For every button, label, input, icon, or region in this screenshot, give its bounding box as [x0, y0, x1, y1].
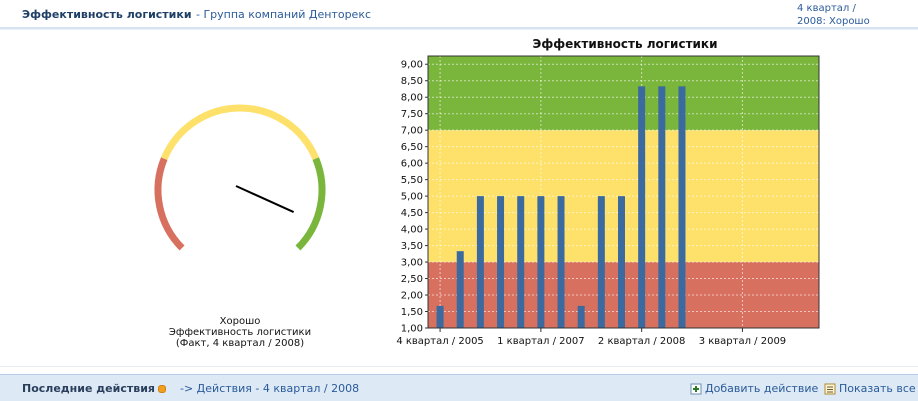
x-tick-label: 2 квартал / 2008 [598, 336, 685, 347]
actions-link[interactable]: -> Действия - 4 квартал / 2008 [180, 382, 360, 395]
gauge-zone-good [295, 157, 326, 251]
show-all-label: Показать все [839, 382, 916, 395]
y-tick-label: 6,50 [401, 142, 423, 153]
gauge-metric-label: Эффективность логистики [168, 327, 312, 338]
gauge-caption: Хорошо Эффективность логистики (Факт, 4 … [140, 316, 340, 349]
bar [517, 196, 525, 328]
y-tick-label: 4,50 [401, 208, 423, 219]
x-tick-label: 3 квартал / 2009 [699, 336, 786, 347]
gauge-status-label: Хорошо [219, 316, 261, 327]
gauge-fact-label: (Факт, 4 квартал / 2008) [175, 338, 305, 349]
recent-actions-label: Последние действия [22, 382, 155, 395]
recent-actions-bar: Последние действия -> Действия - 4 кварт… [0, 374, 918, 401]
period-line-1: 4 квартал / [797, 3, 856, 14]
bar [557, 196, 565, 328]
add-icon [690, 383, 702, 394]
list-icon [824, 383, 836, 394]
footer-separator [0, 366, 918, 367]
y-tick-label: 8,50 [401, 76, 423, 87]
y-tick-label: 5,50 [401, 175, 423, 186]
y-tick-label: 6,00 [401, 159, 423, 170]
bar [456, 251, 464, 328]
x-tick-label: 1 квартал / 2007 [497, 336, 584, 347]
company-subtitle: - Группа компаний Денторекс [196, 8, 372, 21]
page-title: Эффективность логистики [22, 8, 192, 21]
bar [497, 196, 505, 328]
bar [597, 196, 605, 328]
y-tick-label: 9,00 [401, 60, 423, 71]
add-action-label: Добавить действие [705, 382, 819, 395]
y-tick-label: 1,50 [401, 307, 423, 318]
add-action-button[interactable]: Добавить действие [690, 382, 818, 395]
y-tick-label: 7,50 [401, 109, 423, 120]
bar [618, 196, 625, 328]
y-tick-label: 3,50 [401, 241, 423, 252]
y-tick-label: 4,00 [401, 225, 423, 236]
chart-title: Эффективность логистики [532, 37, 718, 51]
gauge-zone-neutral [161, 104, 319, 160]
bar [436, 305, 444, 328]
bar [537, 196, 545, 328]
bullet-icon [158, 385, 166, 393]
gauge-needle [235, 185, 295, 214]
header-divider [0, 29, 918, 30]
gauge-zone-bad [154, 157, 185, 251]
bar [678, 86, 686, 328]
bar-chart: Эффективность логистики 1,00 1,50 2,00 2,50… [385, 30, 825, 360]
y-tick-label: 8,00 [401, 93, 423, 104]
bar [476, 196, 484, 328]
page-header: Эффективность логистики - Группа компани… [0, 0, 918, 29]
y-tick-label: 1,00 [401, 324, 423, 335]
x-tick-label: 4 квартал / 2005 [396, 336, 483, 347]
period-line-2: 2008: Хорошо [797, 16, 870, 27]
chart-svg: 1,00 1,50 2,00 2,50 3,00 3,50 4,00 4,50 5,00 5,50… [396, 55, 820, 347]
gauge [140, 100, 340, 270]
bar [638, 86, 646, 328]
show-all-button[interactable]: Показать все [824, 382, 916, 395]
y-tick-label: 2,00 [401, 291, 423, 302]
chart-band-2 [428, 56, 819, 131]
y-tick-label: 2,50 [401, 274, 423, 285]
gauge-svg [154, 104, 326, 251]
period-status-link[interactable]: 4 квартал / 2008: Хорошо [797, 2, 887, 28]
y-tick-label: 3,00 [401, 258, 423, 269]
y-tick-label: 5,00 [401, 192, 423, 203]
bar [577, 305, 585, 328]
y-tick-label: 7,00 [401, 126, 423, 137]
chart-plot-frame [427, 55, 820, 329]
bar [658, 86, 666, 328]
